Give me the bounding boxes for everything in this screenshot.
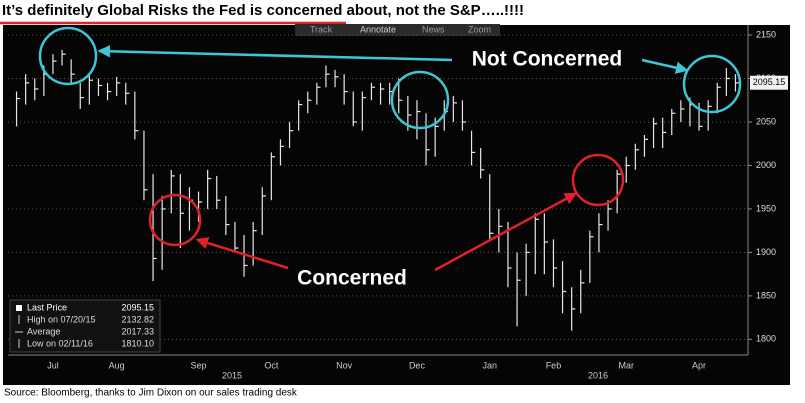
last-price-label: 2095.15 [753, 77, 786, 87]
x-tick-label: Jan [482, 360, 497, 370]
arrow [195, 237, 289, 270]
x-tick-label: Feb [546, 360, 562, 370]
toolbar-button[interactable]: News [422, 24, 445, 34]
annotation: Concerned [297, 267, 407, 290]
legend-label: Last Price [27, 302, 67, 312]
chart-title: It’s definitely Global Risks the Fed is … [2, 2, 524, 19]
last-price-tag [750, 75, 788, 90]
arrow [641, 58, 689, 74]
source-note: Source: Bloomberg, thanks to Jim Dixon o… [4, 388, 298, 399]
x-tick-label: Apr [692, 360, 706, 370]
highlight-circle [38, 26, 98, 86]
y-tick-label: 2000 [756, 160, 776, 170]
highlight-circle [571, 153, 625, 207]
y-tick-label: 2050 [756, 116, 776, 126]
annotation: Not Concerned [472, 48, 623, 71]
grid: 18001850190019502000205021002150JulAugSe… [8, 29, 776, 370]
x-tick-label: Jul [47, 360, 59, 370]
legend-value: 2132.82 [121, 314, 154, 324]
y-tick-label: 1900 [756, 247, 776, 257]
legend-value: 2095.15 [121, 302, 154, 312]
arrow [97, 45, 453, 62]
highlight-circle [682, 54, 742, 114]
toolbar [295, 24, 500, 36]
legend-label: Low on 02/11/16 [27, 338, 93, 348]
x-tick-label: Dec [409, 360, 426, 370]
toolbar-button[interactable]: Annotate [360, 24, 396, 34]
highlight-circle [148, 193, 202, 247]
legend-box [9, 299, 161, 353]
bars [15, 49, 740, 331]
x-tick-label: Nov [336, 360, 353, 370]
x-tick-label: Mar [619, 360, 635, 370]
legend-label: High on 07/20/15 [27, 314, 96, 324]
legend-value: 1810.10 [121, 338, 154, 348]
y-tick-label: 2150 [756, 29, 776, 39]
legend-label: Average [27, 326, 60, 336]
legend-symbol [16, 305, 22, 311]
year-label: 2016 [588, 370, 608, 380]
legend-value: 2017.33 [121, 326, 154, 336]
y-tick-label: 1850 [756, 290, 776, 300]
overlay: Not Concerned Concerned [38, 26, 742, 290]
toolbar-button[interactable]: Zoom [468, 24, 491, 34]
arrow [434, 192, 578, 272]
x-tick-label: Aug [109, 360, 125, 370]
year-label: 2015 [222, 370, 242, 380]
x-tick-label: Sep [191, 360, 207, 370]
highlight-circle [390, 70, 450, 130]
legend: Last Price High on 07/20/15 Average Low … [9, 299, 161, 353]
y-tick-label: 1950 [756, 203, 776, 213]
toolbar-button[interactable]: Track [310, 24, 333, 34]
y-tick-label: 1800 [756, 334, 776, 344]
x-tick-label: Oct [264, 360, 279, 370]
